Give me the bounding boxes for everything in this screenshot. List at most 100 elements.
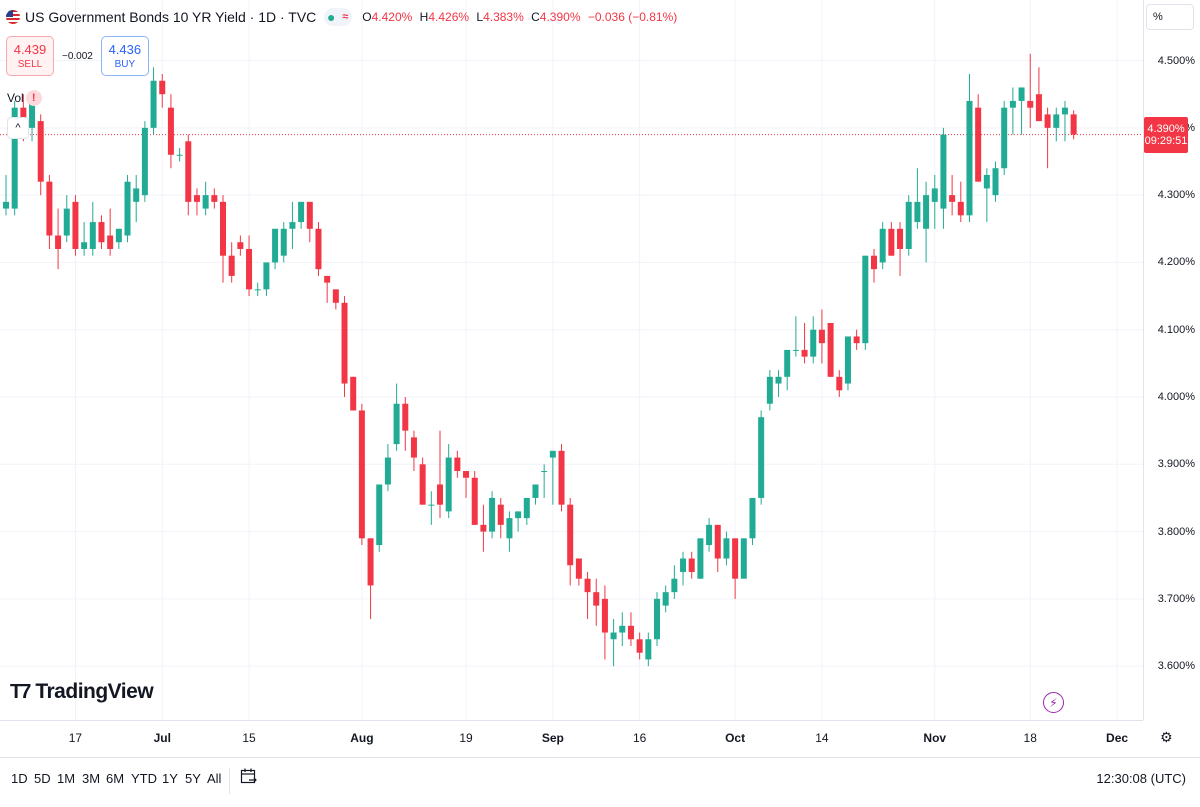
last-price-value: 4.390% [1147, 122, 1185, 135]
candle [167, 94, 174, 169]
candle-body [515, 511, 522, 519]
calendar-icon[interactable] [240, 767, 258, 787]
range-button-5y[interactable]: 5Y [185, 771, 201, 786]
volume-label: Vol [7, 91, 24, 105]
candle-body [957, 201, 964, 216]
symbol-title[interactable]: US Government Bonds 10 YR Yield · 1D · T… [25, 9, 317, 25]
candle-body [280, 228, 287, 256]
candle [732, 538, 739, 599]
candle [350, 376, 357, 411]
high-label: H [419, 10, 429, 24]
candle-body [784, 349, 791, 377]
bottom-toolbar: 1D 5D 1M 3M 6M YTD 1Y 5Y All 12:30:08 (UTC) [0, 757, 1200, 807]
candle-body [376, 484, 383, 546]
logo-text: TradingView [35, 680, 154, 703]
clock[interactable]: 12:30:08 (UTC) [1096, 771, 1186, 786]
candle [376, 484, 383, 552]
price-pane[interactable] [0, 0, 1143, 720]
candle-body [549, 450, 556, 458]
candle [107, 208, 114, 256]
candle [115, 228, 122, 249]
candle-body [775, 376, 782, 384]
candle-body [714, 524, 721, 559]
candle-body [220, 201, 226, 256]
gear-icon[interactable]: ⚙ [1160, 729, 1173, 745]
candle [541, 464, 548, 498]
candle [332, 289, 339, 310]
candle-body [810, 329, 817, 357]
candles [3, 53, 1077, 667]
lightning-icon[interactable]: ⚡ [1043, 692, 1064, 713]
time-axis[interactable]: 17 Jul 15 Aug 19 Sep 16 Oct 14 Nov 18 Dec [0, 720, 1143, 757]
range-button-6m[interactable]: 6M [106, 771, 125, 786]
buy-button[interactable]: 4.436 BUY [100, 36, 149, 76]
candle-body [402, 403, 409, 431]
candle-body [567, 504, 574, 566]
price-axis[interactable]: 3.600% 3.700% 3.800% 3.900% 4.000% 4.100% 4.20… [1143, 0, 1200, 720]
candle-body [341, 302, 348, 384]
candle [72, 195, 79, 256]
candle-body [410, 437, 417, 458]
candle-body [949, 195, 956, 202]
candle [141, 121, 148, 202]
status-pill[interactable]: ● ≈ [324, 8, 353, 26]
price-tick-label: 4.200% [1157, 256, 1195, 269]
range-button-all[interactable]: All [207, 771, 222, 786]
candle-body [29, 100, 36, 128]
candle [871, 248, 877, 283]
candle [784, 349, 791, 391]
close-value: 4.390% [539, 10, 581, 24]
toolbar-divider [229, 768, 230, 794]
candle-body [3, 201, 9, 209]
candle-body [1001, 107, 1008, 169]
range-button-5d[interactable]: 5D [34, 771, 51, 786]
candle [1035, 67, 1042, 122]
candle-body [758, 417, 765, 498]
candle-body [133, 188, 140, 202]
candle-body [72, 201, 79, 249]
candle [671, 565, 678, 599]
open-label: O [362, 10, 372, 24]
candle [975, 94, 982, 182]
candle [358, 403, 365, 546]
tradingview-logo[interactable]: T7 TradingView [10, 680, 154, 704]
candle [792, 316, 799, 357]
candle-body [246, 248, 253, 290]
candle-body [923, 195, 930, 229]
range-button-ytd[interactable]: YTD [131, 771, 157, 786]
candle [463, 471, 470, 498]
candle [1009, 87, 1016, 135]
range-button-3m[interactable]: 3M [82, 771, 101, 786]
range-button-1m[interactable]: 1M [57, 771, 76, 786]
candle-body [853, 336, 860, 344]
candle [914, 168, 921, 229]
candle [384, 444, 391, 492]
candle [636, 632, 643, 660]
scale-mode-button[interactable]: % [1146, 4, 1194, 30]
warning-icon[interactable]: ! [25, 90, 42, 106]
candle-body [1027, 100, 1034, 108]
wave-icon: ≈ [342, 11, 349, 23]
candle-body [975, 107, 982, 182]
candle [489, 491, 496, 539]
candle-body [636, 639, 643, 653]
candle [324, 275, 331, 303]
candle-body [81, 242, 88, 249]
range-button-1y[interactable]: 1Y [162, 771, 178, 786]
volume-indicator[interactable]: Vol ! [7, 90, 42, 106]
sell-button[interactable]: 4.439 SELL [6, 36, 54, 76]
candle [931, 174, 938, 229]
candle [723, 531, 730, 566]
candle [202, 181, 209, 216]
low-value: 4.383% [483, 10, 524, 24]
candle-body [419, 464, 426, 505]
candle [706, 518, 713, 552]
candle [714, 524, 721, 572]
candle-body [844, 336, 851, 384]
collapse-indicators-button[interactable]: ^ [7, 117, 29, 139]
candle-body [350, 376, 357, 411]
candle [89, 201, 96, 256]
candle-body [454, 457, 461, 472]
range-button-1d[interactable]: 1D [11, 771, 28, 786]
